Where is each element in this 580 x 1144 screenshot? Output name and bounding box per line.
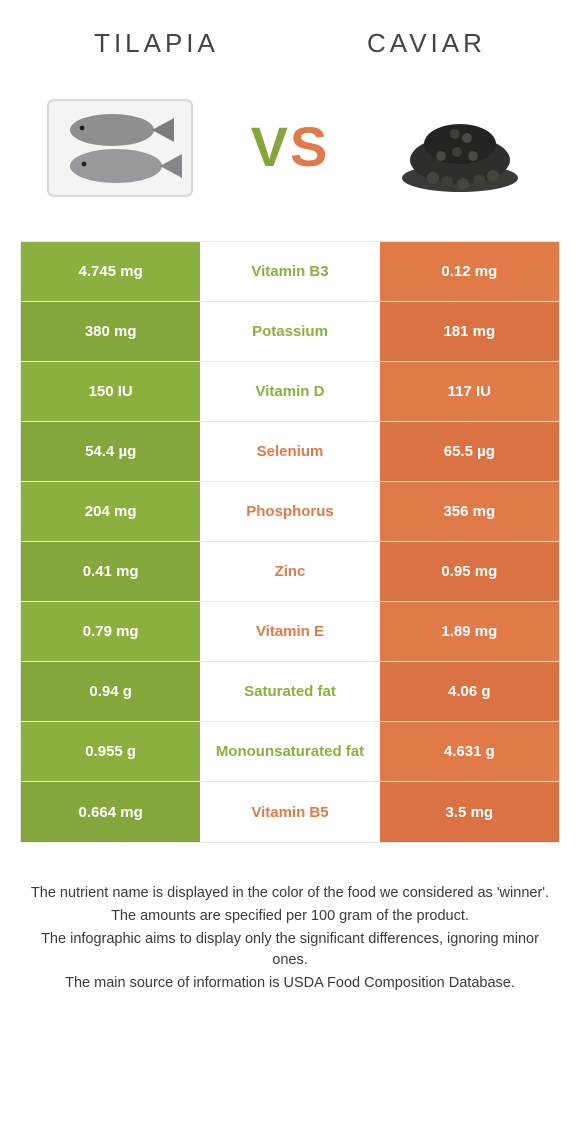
left-value: 0.664 mg bbox=[21, 782, 200, 842]
right-value: 4.06 g bbox=[380, 662, 559, 721]
left-value: 4.745 mg bbox=[21, 242, 200, 301]
right-value: 117 IU bbox=[380, 362, 559, 421]
right-value: 3.5 mg bbox=[380, 782, 559, 842]
left-value: 380 mg bbox=[21, 302, 200, 361]
right-value: 65.5 µg bbox=[380, 422, 559, 481]
table-row: 54.4 µgSelenium65.5 µg bbox=[21, 422, 559, 482]
right-value: 4.631 g bbox=[380, 722, 559, 781]
table-row: 0.79 mgVitamin E1.89 mg bbox=[21, 602, 559, 662]
left-value: 150 IU bbox=[21, 362, 200, 421]
nutrient-label: Saturated fat bbox=[200, 662, 379, 721]
header-row: TILAPIA CAVIAR bbox=[0, 0, 580, 81]
left-value: 0.79 mg bbox=[21, 602, 200, 661]
nutrient-label: Vitamin D bbox=[200, 362, 379, 421]
table-row: 0.664 mgVitamin B53.5 mg bbox=[21, 782, 559, 842]
nutrient-label: Selenium bbox=[200, 422, 379, 481]
right-value: 0.12 mg bbox=[380, 242, 559, 301]
tilapia-image bbox=[40, 81, 200, 211]
vs-label: VS bbox=[251, 114, 330, 179]
footer-line: The infographic aims to display only the… bbox=[24, 929, 556, 971]
nutrient-label: Vitamin B3 bbox=[200, 242, 379, 301]
table-row: 204 mgPhosphorus356 mg bbox=[21, 482, 559, 542]
right-value: 0.95 mg bbox=[380, 542, 559, 601]
image-row: VS bbox=[0, 81, 580, 241]
nutrient-label: Vitamin B5 bbox=[200, 782, 379, 842]
left-value: 204 mg bbox=[21, 482, 200, 541]
vs-s: S bbox=[290, 115, 329, 178]
table-row: 150 IUVitamin D117 IU bbox=[21, 362, 559, 422]
footer-line: The nutrient name is displayed in the co… bbox=[24, 883, 556, 904]
left-value: 0.41 mg bbox=[21, 542, 200, 601]
nutrient-label: Monounsaturated fat bbox=[200, 722, 379, 781]
nutrient-label: Vitamin E bbox=[200, 602, 379, 661]
right-value: 1.89 mg bbox=[380, 602, 559, 661]
footer-notes: The nutrient name is displayed in the co… bbox=[0, 843, 580, 994]
left-value: 0.94 g bbox=[21, 662, 200, 721]
left-food-title: TILAPIA bbox=[94, 28, 219, 59]
table-row: 4.745 mgVitamin B30.12 mg bbox=[21, 242, 559, 302]
caviar-image bbox=[380, 81, 540, 211]
table-row: 0.41 mgZinc0.95 mg bbox=[21, 542, 559, 602]
footer-line: The main source of information is USDA F… bbox=[24, 973, 556, 994]
nutrient-table: 4.745 mgVitamin B30.12 mg380 mgPotassium… bbox=[20, 241, 560, 843]
nutrient-label: Potassium bbox=[200, 302, 379, 361]
table-row: 0.94 gSaturated fat4.06 g bbox=[21, 662, 559, 722]
right-food-title: CAVIAR bbox=[367, 28, 486, 59]
left-value: 54.4 µg bbox=[21, 422, 200, 481]
right-value: 356 mg bbox=[380, 482, 559, 541]
table-row: 380 mgPotassium181 mg bbox=[21, 302, 559, 362]
nutrient-label: Zinc bbox=[200, 542, 379, 601]
footer-line: The amounts are specified per 100 gram o… bbox=[24, 906, 556, 927]
left-value: 0.955 g bbox=[21, 722, 200, 781]
right-value: 181 mg bbox=[380, 302, 559, 361]
table-row: 0.955 gMonounsaturated fat4.631 g bbox=[21, 722, 559, 782]
nutrient-label: Phosphorus bbox=[200, 482, 379, 541]
vs-v: V bbox=[251, 115, 290, 178]
